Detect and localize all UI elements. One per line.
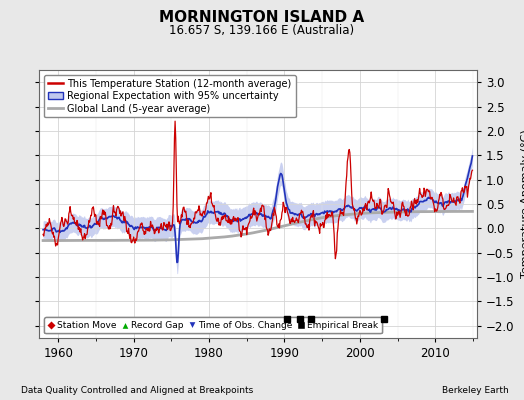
Text: Data Quality Controlled and Aligned at Breakpoints: Data Quality Controlled and Aligned at B… [21,386,253,395]
Text: MORNINGTON ISLAND A: MORNINGTON ISLAND A [159,10,365,25]
Y-axis label: Temperature Anomaly (°C): Temperature Anomaly (°C) [521,130,524,278]
Legend: Station Move, Record Gap, Time of Obs. Change, Empirical Break: Station Move, Record Gap, Time of Obs. C… [44,317,382,334]
Text: 16.657 S, 139.166 E (Australia): 16.657 S, 139.166 E (Australia) [169,24,355,37]
Text: Berkeley Earth: Berkeley Earth [442,386,508,395]
